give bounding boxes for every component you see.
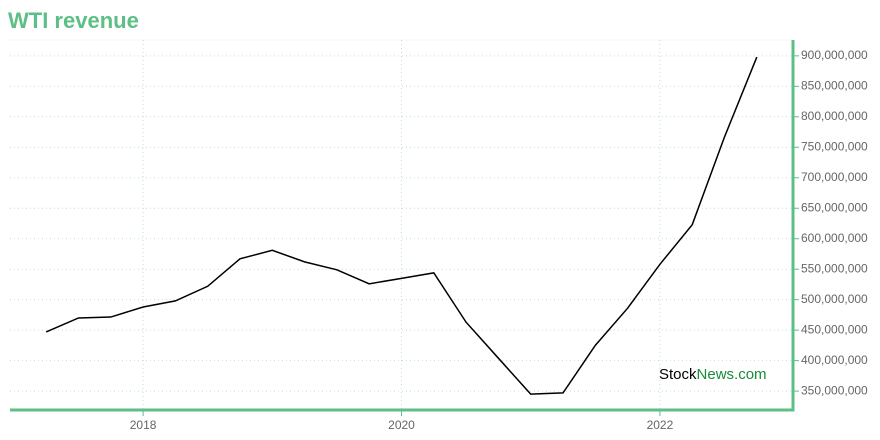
watermark: StockNews.com [659, 366, 767, 383]
line [45, 56, 758, 395]
y-tick-label: 800,000,000 [801, 109, 868, 123]
x-tick-label: 2020 [388, 418, 415, 432]
y-tick-label: 450,000,000 [801, 322, 868, 336]
y-tick-label: 700,000,000 [801, 170, 868, 184]
y-tick-label: 850,000,000 [801, 78, 868, 92]
y-tick-label: 350,000,000 [801, 383, 868, 397]
watermark-part: News.com [697, 366, 767, 383]
y-tick-label: 900,000,000 [801, 48, 868, 62]
y-tick-label: 650,000,000 [801, 200, 868, 214]
y-tick-label: 500,000,000 [801, 292, 868, 306]
y-tick-label: 600,000,000 [801, 231, 868, 245]
chart-title: WTI revenue [8, 8, 139, 33]
x-tick-label: 2022 [647, 418, 674, 432]
x-tick-label: 2018 [130, 418, 157, 432]
y-tick-label: 400,000,000 [801, 353, 868, 367]
watermark-part: Stock [659, 366, 697, 383]
y-tick-label: 750,000,000 [801, 139, 868, 153]
y-tick-label: 550,000,000 [801, 261, 868, 275]
